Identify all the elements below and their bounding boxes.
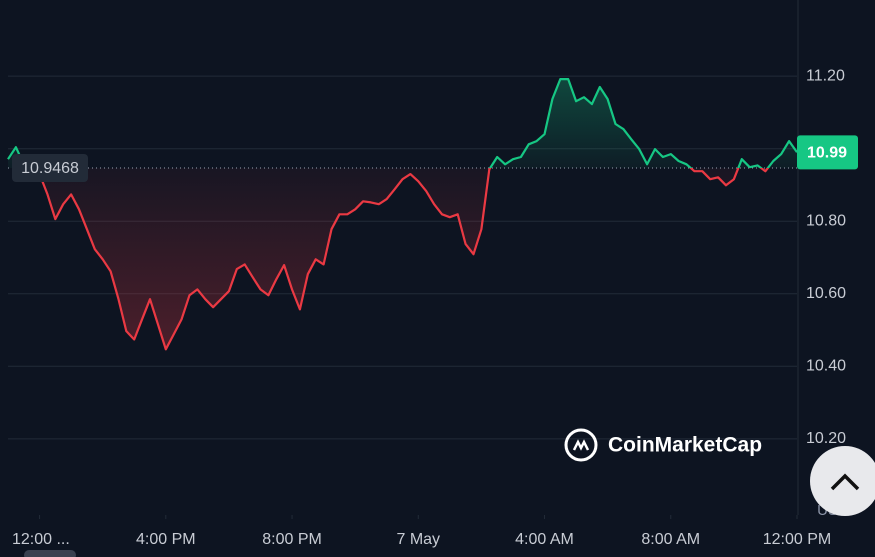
price-line [7, 78, 798, 351]
baseline-label-box [12, 153, 88, 182]
current-price-badge [797, 135, 858, 170]
scroll-top-icon [830, 473, 860, 491]
y-tick-label: 10.20 [806, 430, 846, 447]
baseline-label: 10.9468 [21, 160, 79, 177]
y-tick-label: 10.80 [806, 212, 846, 229]
current-price-label: 10.99 [807, 145, 847, 162]
x-tick-label: 7 May [396, 531, 440, 548]
price-area [8, 79, 797, 350]
x-tick-label: 4:00 AM [515, 531, 574, 548]
watermark: CoinMarketCap [564, 428, 762, 462]
y-tick-label: 10.60 [806, 285, 846, 302]
brand-name: CoinMarketCap [608, 434, 762, 457]
x-tick-label: 4:00 PM [136, 531, 196, 548]
scroll-handle [24, 550, 76, 557]
y-tick-label: 10.40 [806, 358, 846, 375]
x-tick-label: 12:00 PM [763, 531, 831, 548]
logo-mark [572, 439, 590, 451]
x-tick-label: 8:00 PM [262, 531, 322, 548]
x-tick-label: 12:00 ... [12, 531, 70, 548]
y-tick-label: 11.20 [806, 67, 845, 84]
x-tick-label: 8:00 AM [641, 531, 700, 548]
logo-icon [564, 428, 598, 462]
scroll-top-button[interactable] [810, 446, 875, 516]
